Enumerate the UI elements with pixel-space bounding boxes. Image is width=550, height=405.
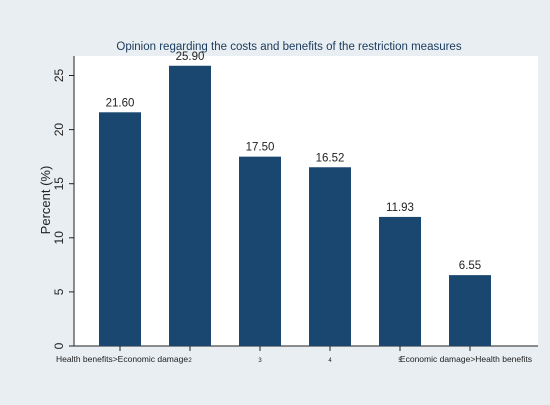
bar-value-label: 17.50 bbox=[246, 142, 275, 154]
bar-value-label: 6.55 bbox=[459, 260, 481, 272]
x-tick-label: Health benefits>Economic damage bbox=[56, 354, 188, 364]
y-tick-label: 15 bbox=[52, 177, 66, 191]
bar bbox=[449, 275, 491, 346]
x-tick-label: 4 bbox=[328, 358, 332, 364]
y-tick-label: 0 bbox=[52, 342, 66, 349]
x-tick-label: 3 bbox=[258, 358, 262, 364]
bar bbox=[169, 65, 211, 347]
bar bbox=[99, 112, 141, 347]
y-tick-label: 5 bbox=[52, 288, 66, 295]
chart-title: Opinion regarding the costs and benefits… bbox=[116, 41, 461, 53]
bar bbox=[379, 216, 421, 346]
y-tick-label: 25 bbox=[52, 69, 66, 83]
y-tick-label: 10 bbox=[52, 231, 66, 245]
bars bbox=[99, 65, 491, 347]
bar-value-label: 11.93 bbox=[386, 202, 414, 214]
bar bbox=[239, 156, 281, 346]
x-tick-label: 2 bbox=[188, 358, 192, 364]
bar-value-labels: 21.60 25.90 17.50 16.52 11.93 6.55 bbox=[106, 51, 482, 272]
y-axis-label: Percent (%) bbox=[38, 166, 53, 235]
bar-value-label: 25.90 bbox=[176, 51, 205, 63]
bar-value-label: 16.52 bbox=[316, 152, 345, 164]
x-tick-label: 5 bbox=[398, 358, 402, 364]
x-axis-ticks: Health benefits>Economic damage 2 3 4 5Econo… bbox=[56, 346, 532, 364]
bar-value-label: 21.60 bbox=[106, 97, 135, 109]
y-axis-ticks: 0 5 10 15 20 25 bbox=[52, 69, 74, 349]
bar bbox=[309, 167, 351, 346]
y-tick-label: 20 bbox=[52, 123, 66, 137]
x-tick-label: Economic damage>Health benefits bbox=[400, 354, 532, 364]
